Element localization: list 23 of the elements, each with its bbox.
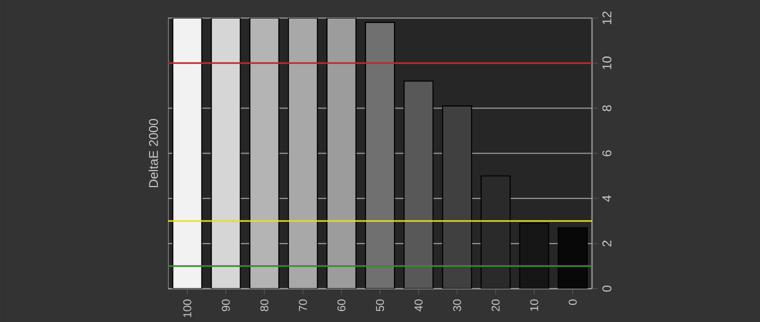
- y-tick-label: 12: [602, 11, 612, 24]
- x-tick-label: 40: [414, 299, 423, 312]
- x-tick-label: 20: [492, 299, 500, 311]
- y-tick-label: 8: [602, 105, 612, 111]
- bar: [210, 18, 241, 288]
- y-tick-label: 2: [602, 240, 612, 246]
- y-tick-label: 4: [602, 195, 612, 202]
- x-tick-label: 50: [376, 299, 384, 311]
- y-axis-title: DeltaE 2000: [148, 118, 158, 187]
- x-tick-label: 70: [298, 299, 307, 311]
- bar: [404, 80, 434, 288]
- y-tick-label: 10: [602, 56, 612, 69]
- x-tick-label: 30: [453, 299, 462, 312]
- y-tick-label: 6: [602, 150, 612, 156]
- x-tick-label: 10: [530, 299, 538, 311]
- x-tick-label: 80: [260, 299, 268, 311]
- x-tick-label: 0: [568, 299, 577, 305]
- y-tick-label: 0: [602, 285, 612, 292]
- x-tick-label: 60: [337, 299, 346, 311]
- x-tick-label: 90: [222, 299, 230, 311]
- bar: [249, 18, 280, 288]
- x-tick-label: 100: [183, 299, 192, 317]
- bar: [288, 18, 318, 288]
